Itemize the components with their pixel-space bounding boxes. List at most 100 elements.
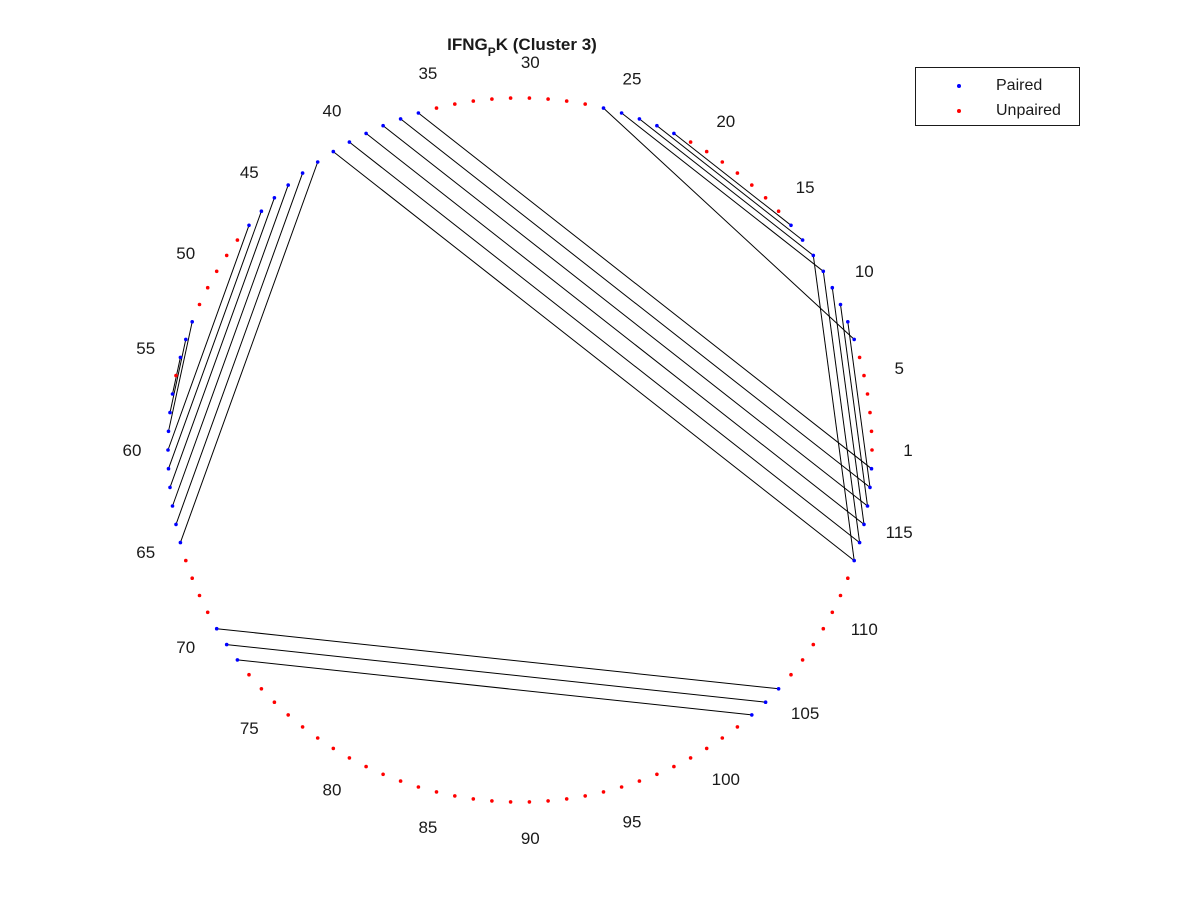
paired-dot-24 xyxy=(637,117,642,121)
pair-line-38-116 xyxy=(382,125,868,507)
paired-dot-71 xyxy=(224,642,229,647)
paired-dot-63 xyxy=(170,504,175,508)
unpaired-dot-111 xyxy=(838,593,843,598)
unpaired-dot-15 xyxy=(776,209,781,213)
unpaired-dot-106 xyxy=(789,672,793,677)
pair-line-70-105 xyxy=(216,628,779,690)
unpaired-dot-79 xyxy=(331,746,336,751)
unpaired-dot-50 xyxy=(214,269,219,274)
pair-line-37-117 xyxy=(400,118,871,488)
unpaired-dot-17 xyxy=(750,183,754,187)
unpaired-dot-6 xyxy=(857,355,862,360)
pair-line-13-23 xyxy=(656,125,803,241)
paired-dot-46 xyxy=(259,209,264,213)
chart-title-main: IFNG xyxy=(447,35,488,54)
unpaired-dot-95 xyxy=(619,785,624,789)
unpaired-dot-48 xyxy=(235,238,240,242)
unpaired-dot-73 xyxy=(247,672,251,677)
paired-dot-65 xyxy=(178,540,183,545)
tick-label-20: 20 xyxy=(716,112,735,131)
pair-line-39-115 xyxy=(365,133,865,525)
paired-dot-53 xyxy=(190,320,194,324)
unpaired-dot-92 xyxy=(564,797,569,801)
pair-line-10-115 xyxy=(831,287,865,525)
legend-label-unpaired: Unpaired xyxy=(996,102,1061,119)
unpaired-dot-19 xyxy=(720,160,725,164)
pair-line-8-117 xyxy=(847,321,871,488)
paired-dot-62 xyxy=(168,485,172,490)
paired-dot-40 xyxy=(347,140,352,144)
unpaired-dot-16 xyxy=(763,196,768,200)
paired-dot-44 xyxy=(286,183,291,187)
paired-dot-115 xyxy=(862,522,866,527)
unpaired-dot-76 xyxy=(286,713,291,717)
paired-dot-43 xyxy=(300,171,305,175)
legend-item-paired: Paired xyxy=(916,75,1079,99)
tick-label-80: 80 xyxy=(323,780,342,799)
unpaired-dot-30 xyxy=(527,96,532,100)
paired-dot-61 xyxy=(166,466,171,471)
paired-dot-39 xyxy=(364,131,368,136)
unpaired-dot-86 xyxy=(453,794,457,798)
unpaired-dot-109 xyxy=(821,626,826,631)
paired-dot-60 xyxy=(166,448,170,452)
paired-marker-icon xyxy=(957,84,961,88)
unpaired-dot-101 xyxy=(720,736,725,740)
paired-dot-72 xyxy=(235,658,240,662)
pair-line-40-114 xyxy=(349,141,860,543)
chart-title: IFNGPK (Cluster 3) xyxy=(447,35,597,59)
unpaired-dot-74 xyxy=(259,687,264,691)
paired-dot-117 xyxy=(868,485,872,490)
unpaired-dot-28 xyxy=(564,99,569,103)
paired-dot-113 xyxy=(852,558,856,563)
pair-line-43-64 xyxy=(175,172,304,525)
unpaired-dot-18 xyxy=(735,171,740,175)
tick-label-10: 10 xyxy=(855,262,874,281)
paired-dot-11 xyxy=(821,269,826,274)
tick-label-75: 75 xyxy=(240,719,259,738)
unpaired-dot-91 xyxy=(546,799,550,803)
unpaired-dot-31 xyxy=(508,96,513,100)
legend-label-paired: Paired xyxy=(996,77,1043,94)
unpaired-dot-107 xyxy=(800,658,805,662)
pair-line-44-63 xyxy=(172,184,289,507)
unpaired-dot-67 xyxy=(190,576,194,580)
paired-dot-104 xyxy=(763,700,768,704)
unpaired-dot-68 xyxy=(197,593,202,598)
pair-line-14-22 xyxy=(673,133,792,226)
tick-label-45: 45 xyxy=(240,163,259,182)
paired-dot-58 xyxy=(168,410,172,415)
pair-line-42-65 xyxy=(179,161,319,543)
tick-label-25: 25 xyxy=(623,70,642,89)
chart-title-suffix: K (Cluster 3) xyxy=(496,35,597,54)
unpaired-dot-98 xyxy=(672,764,676,769)
paired-dot-26 xyxy=(601,106,606,110)
tick-label-1: 1 xyxy=(903,441,912,460)
paired-dot-36 xyxy=(416,111,421,115)
paired-dot-37 xyxy=(398,117,403,121)
paired-dot-25 xyxy=(619,111,624,115)
tick-label-60: 60 xyxy=(123,441,142,460)
unpaired-dot-49 xyxy=(224,253,229,258)
unpaired-dot-4 xyxy=(865,392,870,396)
unpaired-dot-83 xyxy=(398,779,403,783)
unpaired-dot-85 xyxy=(434,790,439,794)
tick-label-90: 90 xyxy=(521,829,540,848)
paired-dot-54 xyxy=(184,337,188,342)
pair-line-36-118 xyxy=(418,112,872,470)
tick-label-85: 85 xyxy=(418,818,437,837)
tick-label-50: 50 xyxy=(176,244,195,263)
pair-line-46-61 xyxy=(168,211,262,469)
paired-dot-8 xyxy=(846,320,850,324)
paired-dot-42 xyxy=(315,160,320,164)
unpaired-dot-69 xyxy=(205,610,210,615)
unpaired-dot-96 xyxy=(637,779,642,783)
unpaired-dot-90 xyxy=(527,800,532,804)
unpaired-dot-21 xyxy=(688,140,693,144)
legend-item-unpaired: Unpaired xyxy=(916,100,1079,124)
position-dots xyxy=(166,96,874,804)
unpaired-dot-97 xyxy=(655,772,659,777)
tick-label-100: 100 xyxy=(712,770,740,789)
tick-label-95: 95 xyxy=(623,813,642,832)
unpaired-dot-112 xyxy=(846,576,850,580)
